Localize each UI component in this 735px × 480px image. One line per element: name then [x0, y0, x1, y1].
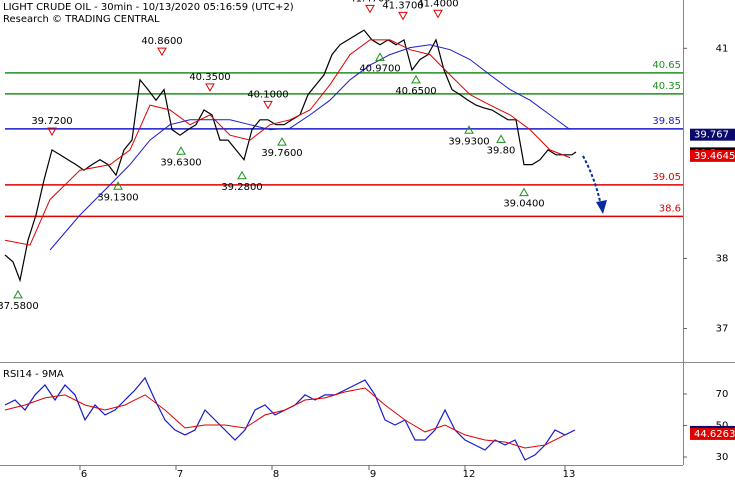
series-line	[4, 39, 571, 246]
chart-title: LIGHT CRUDE OIL - 30min - 10/13/2020 05:…	[3, 2, 294, 13]
low-marker	[464, 125, 474, 134]
low-label: 39.1300	[97, 192, 138, 203]
low-label: 39.7600	[261, 148, 302, 159]
low-marker	[375, 52, 385, 61]
price-tag-label: 44.6263	[694, 429, 735, 440]
high-label: 40.8600	[141, 36, 182, 47]
high-label: 39.7200	[31, 116, 72, 127]
low-marker	[13, 289, 23, 299]
x-tick-label: 7	[177, 469, 183, 480]
high-label: 40.3500	[189, 72, 230, 83]
low-label: 40.9700	[359, 63, 400, 74]
low-marker	[113, 181, 123, 190]
y-tick-label: 30	[716, 452, 729, 463]
low-marker	[519, 187, 529, 197]
low-marker	[496, 134, 506, 143]
low-label: 39.6300	[160, 157, 201, 168]
low-label: 39.80	[487, 145, 516, 156]
chart-subtitle: Research © TRADING CENTRAL	[3, 14, 160, 25]
x-tick-label: 9	[370, 469, 376, 480]
low-marker	[277, 137, 287, 146]
x-tick-label: 8	[273, 469, 279, 480]
low-label: 40.6500	[395, 86, 436, 97]
low-label: 39.2800	[221, 182, 262, 193]
level-label: 39.05	[652, 172, 681, 183]
series-line	[49, 44, 571, 251]
x-tick-label: 13	[563, 469, 576, 480]
low-label: 37.5800	[0, 301, 39, 312]
level-label: 40.35	[652, 81, 681, 92]
low-label: 39.0400	[503, 199, 544, 210]
y-tick-label: 37	[716, 323, 729, 334]
series-line	[4, 387, 566, 449]
low-label: 39.9300	[448, 136, 489, 147]
high-marker	[47, 127, 57, 136]
level-label: 39.85	[652, 116, 681, 127]
price-tag	[690, 427, 735, 440]
series-line	[4, 29, 577, 283]
high-label: 41.4700	[349, 0, 390, 4]
forecast-arrowhead	[596, 200, 607, 214]
high-label: 41.4000	[417, 0, 458, 9]
y-tick-label: 41	[716, 43, 729, 54]
high-marker	[205, 83, 215, 92]
price-tag-label: 39.4645	[694, 151, 735, 162]
high-marker	[398, 11, 408, 21]
high-marker	[263, 100, 273, 110]
low-marker	[411, 74, 421, 84]
low-marker	[176, 146, 186, 155]
x-tick-label: 12	[463, 469, 476, 480]
panel-title: RSI14 - 9MA	[3, 369, 64, 380]
high-label: 40.1000	[247, 89, 288, 100]
price-tag-label: 39.767	[694, 130, 729, 141]
price-tag	[690, 128, 735, 141]
y-tick-label: 38	[716, 253, 729, 264]
high-marker	[433, 9, 443, 19]
level-label: 38.6	[659, 203, 681, 214]
high-marker	[365, 4, 375, 14]
price-tag	[690, 149, 735, 162]
low-marker	[237, 170, 247, 180]
high-label: 41.3700	[382, 0, 423, 11]
x-tick-label: 6	[81, 469, 87, 480]
high-marker	[157, 47, 167, 57]
y-tick-label: 70	[716, 389, 729, 400]
level-label: 40.65	[652, 60, 681, 71]
